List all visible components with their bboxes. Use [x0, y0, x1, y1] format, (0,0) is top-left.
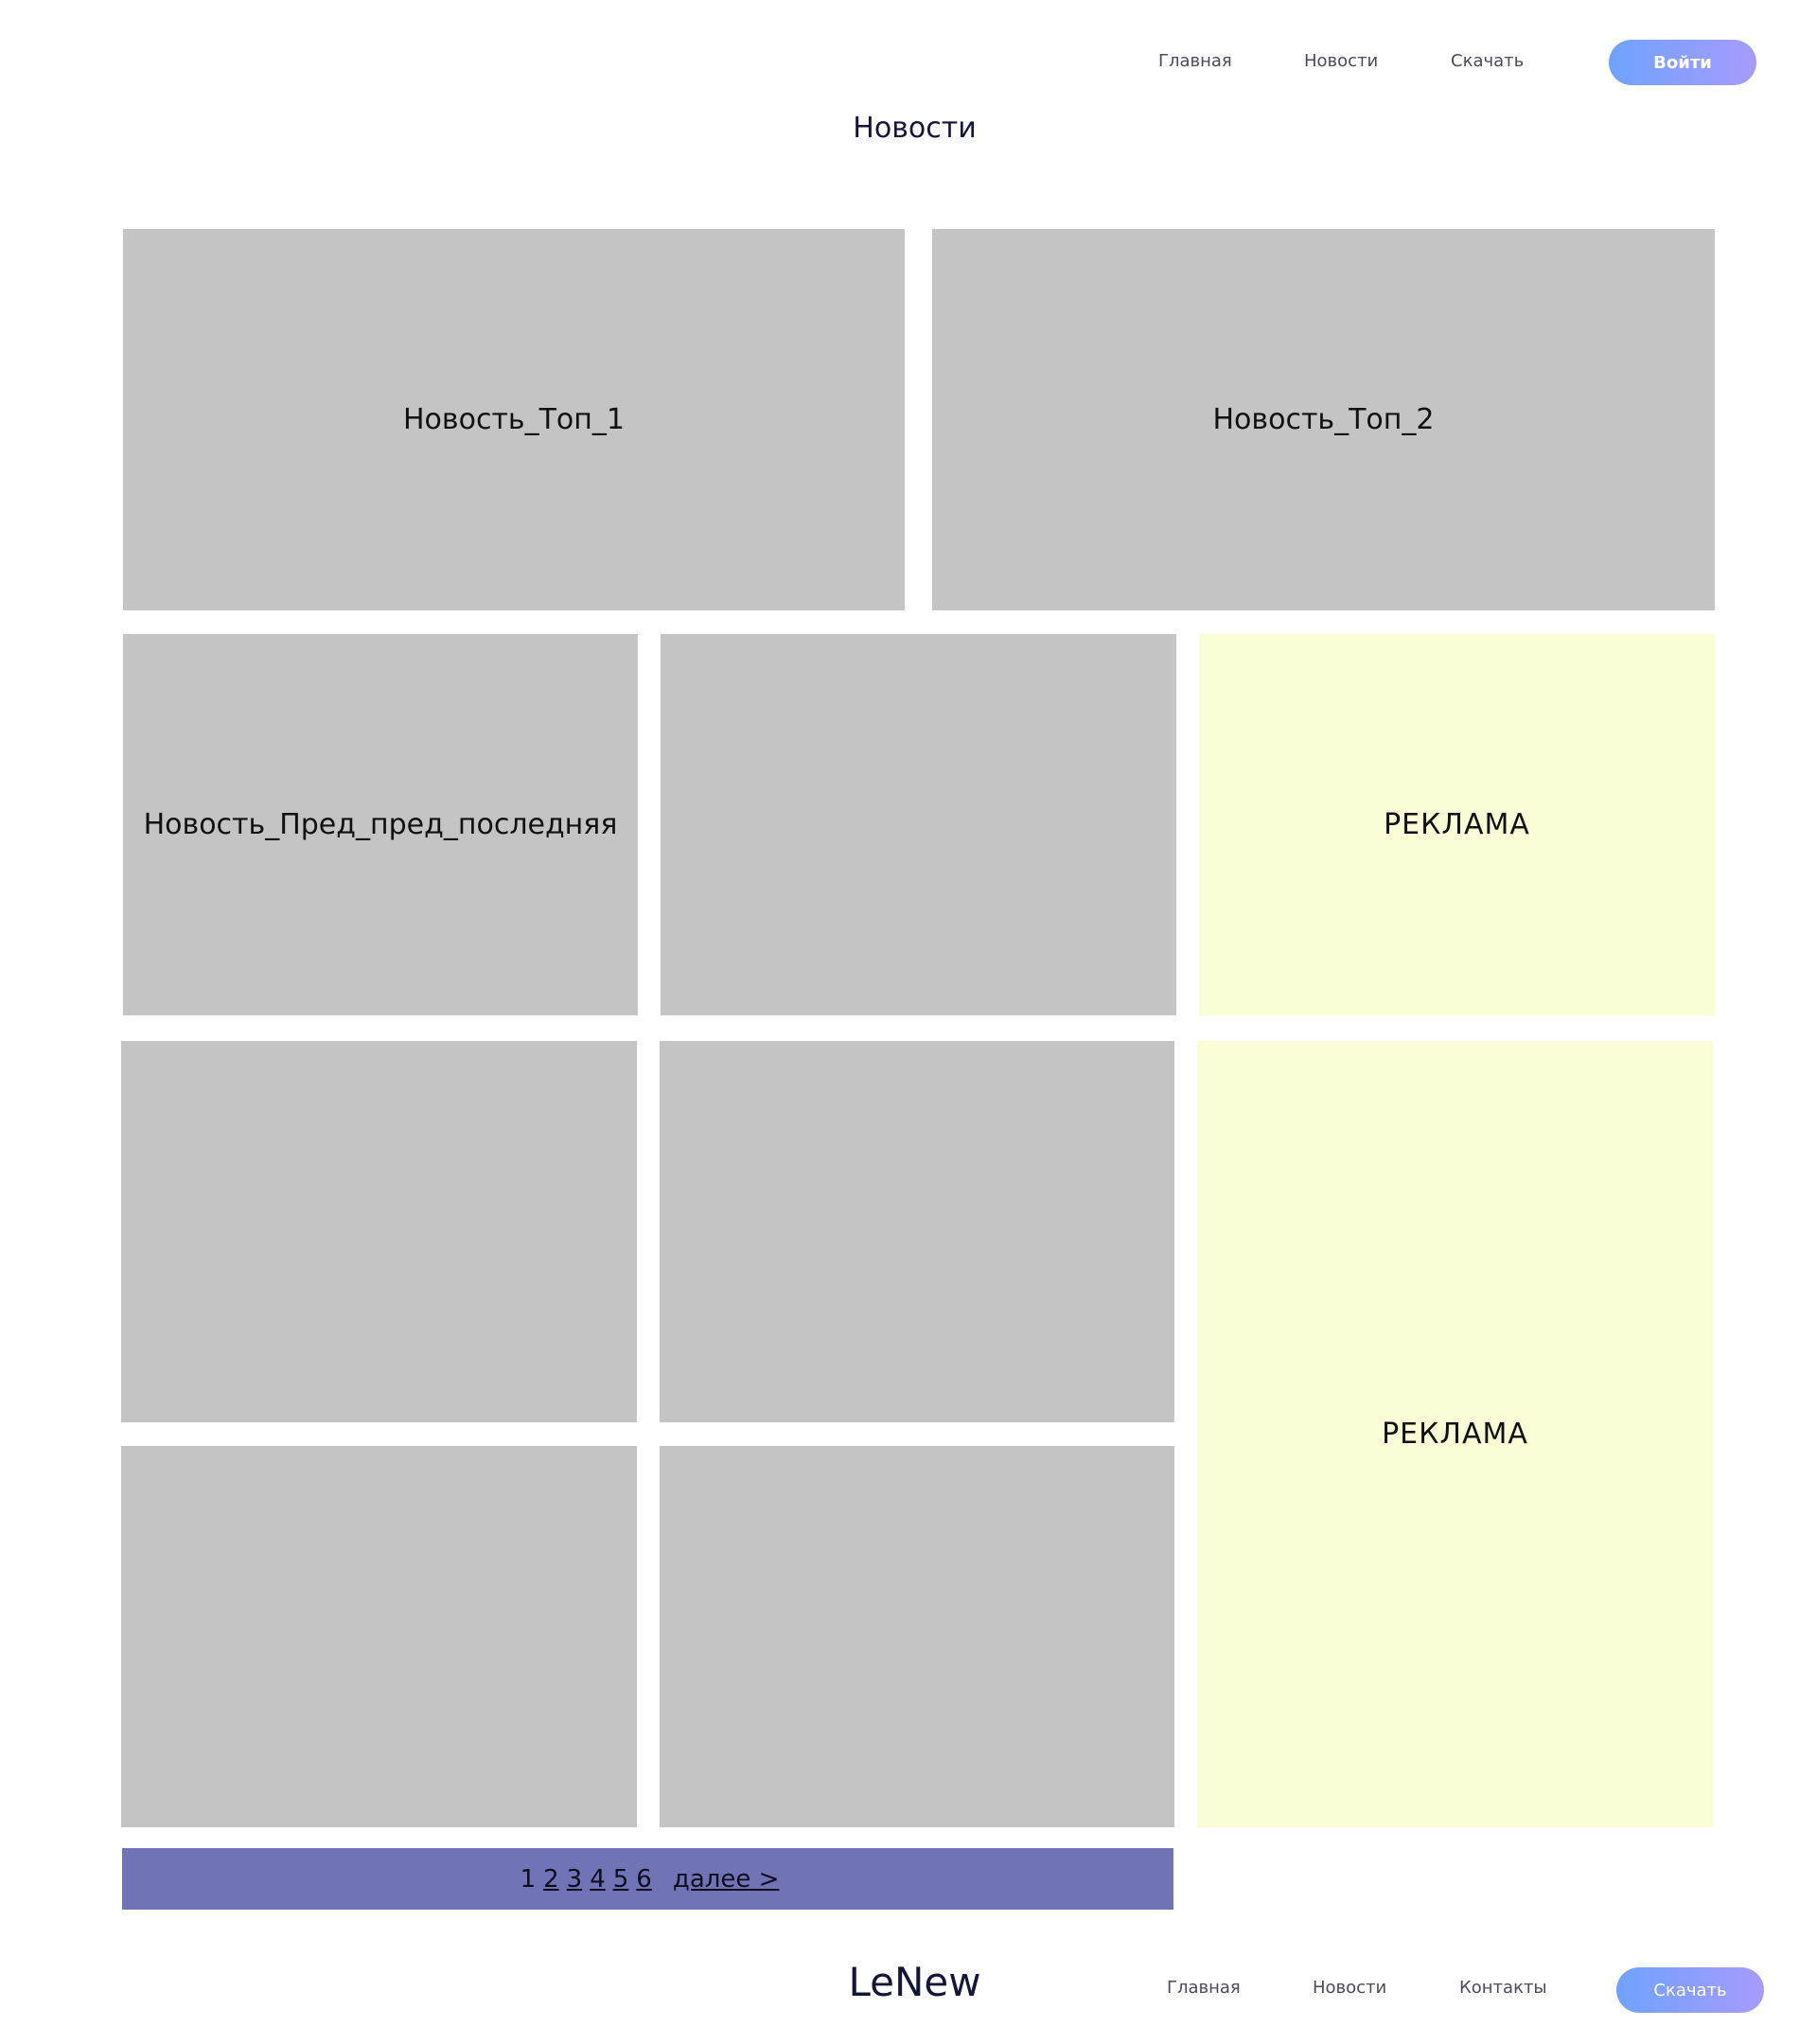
page-link[interactable]: 6 [636, 1864, 652, 1894]
footer-link-contacts[interactable]: Контакты [1459, 1978, 1547, 1998]
footer-link-home[interactable]: Главная [1167, 1978, 1241, 1998]
news-card-top-2[interactable]: Новость_Топ_2 [932, 229, 1715, 610]
news-card[interactable] [660, 1041, 1174, 1422]
page-link[interactable]: 5 [612, 1864, 629, 1894]
login-button[interactable]: Войти [1609, 40, 1756, 85]
next-page-link[interactable]: далее > [672, 1864, 780, 1894]
nav-link-home[interactable]: Главная [1158, 51, 1232, 71]
news-card[interactable] [121, 1041, 637, 1422]
news-card-title: Новость_Пред_пред_последняя [143, 808, 618, 841]
nav-link-download[interactable]: Скачать [1451, 51, 1525, 71]
ad-label: РЕКЛАМА [1384, 808, 1530, 841]
news-card[interactable] [121, 1446, 637, 1827]
news-card[interactable] [660, 1446, 1174, 1827]
ad-label: РЕКЛАМА [1382, 1418, 1528, 1451]
news-card[interactable] [661, 634, 1176, 1015]
news-card[interactable]: Новость_Пред_пред_последняя [123, 634, 638, 1015]
pagination: 1 2 3 4 5 6 далее > [122, 1848, 1173, 1910]
ad-banner-2: РЕКЛАМА [1197, 1041, 1713, 1827]
ad-banner-1: РЕКЛАМА [1199, 634, 1715, 1015]
news-card-title: Новость_Топ_2 [1212, 403, 1435, 436]
news-card-title: Новость_Топ_1 [403, 403, 625, 436]
footer-download-button[interactable]: Скачать [1616, 1967, 1764, 2013]
page-title: Новости [853, 112, 977, 145]
nav-link-news[interactable]: Новости [1304, 51, 1379, 71]
page-link[interactable]: 2 [543, 1864, 559, 1894]
news-card-top-1[interactable]: Новость_Топ_1 [123, 229, 905, 610]
footer-logo: LeNew [848, 1959, 981, 2005]
footer-link-news[interactable]: Новости [1313, 1978, 1387, 1998]
page-number-current: 1 [520, 1864, 537, 1894]
page-link[interactable]: 3 [566, 1864, 583, 1894]
page-link[interactable]: 4 [590, 1864, 606, 1894]
